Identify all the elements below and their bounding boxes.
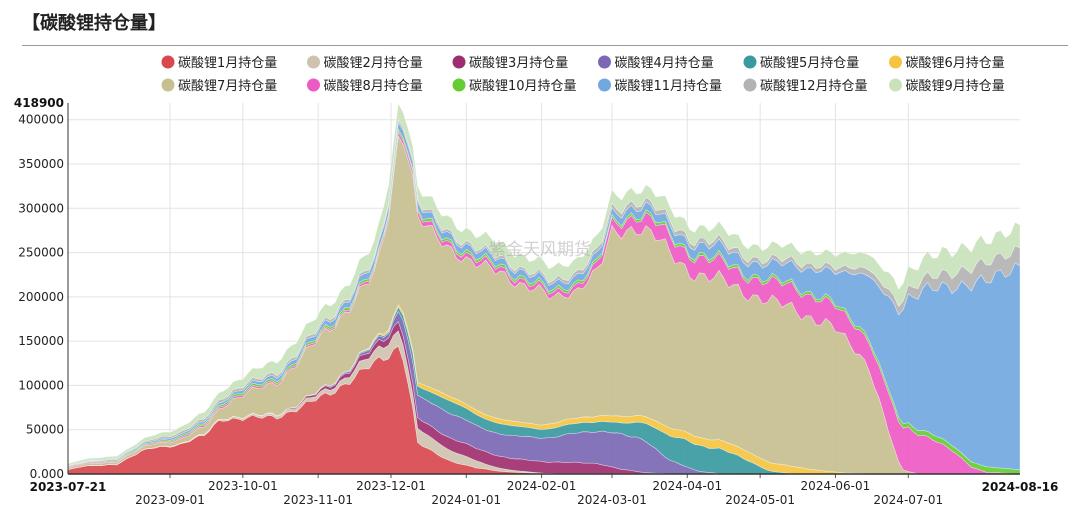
legend-label: 碳酸锂1月持仓量	[178, 56, 277, 71]
legend-item-m1[interactable]: 碳酸锂1月持仓量	[161, 55, 278, 72]
legend-item-m11[interactable]: 碳酸锂11月持仓量	[598, 78, 723, 95]
legend-label: 碳酸锂12月持仓量	[760, 79, 868, 94]
legend-item-m5[interactable]: 碳酸锂5月持仓量	[743, 55, 860, 72]
legend-item-m9[interactable]: 碳酸锂9月持仓量	[889, 78, 1005, 95]
legend-swatch	[598, 78, 611, 92]
legend-swatch	[161, 78, 175, 92]
y-tick-label: 150000	[18, 334, 64, 348]
legend-item-m6[interactable]: 碳酸锂6月持仓量	[889, 55, 1005, 72]
legend-label: 碳酸锂8月持仓量	[324, 79, 423, 94]
legend-label: 碳酸锂11月持仓量	[615, 79, 723, 94]
x-tick-label: 2024-02-01	[507, 479, 577, 493]
x-tick-label: 2024-05-01	[725, 493, 795, 507]
legend-swatch	[307, 78, 320, 92]
legend-swatch	[743, 78, 757, 92]
x-tick-label: 2023-10-01	[208, 479, 278, 493]
legend-label: 碳酸锂3月持仓量	[469, 56, 568, 71]
x-end-label: 2024-08-16	[982, 480, 1059, 494]
legend-swatch	[161, 55, 175, 69]
legend-item-m12[interactable]: 碳酸锂12月持仓量	[743, 78, 868, 95]
legend-label: 碳酸锂7月持仓量	[178, 79, 277, 94]
y-tick-label: 350000	[18, 157, 64, 171]
page-title: 【碳酸锂持仓量】	[22, 13, 166, 34]
x-tick-label: 2024-06-01	[801, 479, 871, 493]
legend-swatch	[889, 78, 902, 92]
legend-swatch	[598, 55, 611, 69]
legend-item-m10[interactable]: 碳酸锂10月持仓量	[452, 78, 577, 95]
y-tick-label: 200000	[18, 290, 64, 304]
legend-swatch	[452, 78, 466, 92]
series-areas	[67, 102, 1021, 475]
legend-item-m7[interactable]: 碳酸锂7月持仓量	[161, 78, 278, 95]
legend-label: 碳酸锂4月持仓量	[615, 56, 714, 71]
legend-swatch	[743, 55, 757, 69]
legend-swatch	[889, 55, 902, 69]
y-tick-label: 250000	[18, 246, 64, 260]
x-tick-label: 2024-01-01	[431, 493, 501, 507]
y-tick-label: 100000	[18, 378, 64, 392]
legend-label: 碳酸锂10月持仓量	[469, 79, 577, 94]
legend-label: 碳酸锂5月持仓量	[760, 56, 859, 71]
legend-item-m2[interactable]: 碳酸锂2月持仓量	[307, 55, 423, 72]
x-tick-label: 2024-07-01	[873, 493, 943, 507]
x-tick-label: 2023-11-01	[283, 493, 353, 507]
title-divider	[22, 45, 1068, 46]
x-start-label: 2023-07-21	[30, 480, 107, 494]
legend-swatch	[307, 55, 320, 69]
axes: 0.000 50000 100000 150000 200000 250000 300000…	[14, 96, 1058, 507]
x-tick-label: 2024-03-01	[577, 493, 647, 507]
legend: 碳酸锂1月持仓量 碳酸锂2月持仓量 碳酸锂3月持仓量 碳酸锂4月持仓量 碳酸锂5月持仓量…	[161, 55, 1005, 95]
y-tick-label: 50000	[26, 423, 64, 437]
y-tick-label: 400000	[18, 113, 64, 127]
area-m9	[67, 102, 1021, 467]
y-tick-label: 300000	[18, 201, 64, 215]
x-tick-label: 2023-09-01	[135, 493, 205, 507]
legend-item-m8[interactable]: 碳酸锂8月持仓量	[307, 78, 423, 95]
legend-label: 碳酸锂6月持仓量	[906, 56, 1005, 71]
x-tick-label: 2024-04-01	[652, 479, 722, 493]
watermark: 紫金天风期货	[489, 240, 591, 260]
legend-item-m3[interactable]: 碳酸锂3月持仓量	[452, 55, 569, 72]
y-max-label: 418900	[14, 96, 64, 110]
legend-label: 碳酸锂9月持仓量	[906, 79, 1005, 94]
legend-label: 碳酸锂2月持仓量	[324, 56, 423, 71]
x-tick-label: 2023-12-01	[356, 479, 426, 493]
y-tick-label: 0.000	[30, 467, 64, 481]
legend-item-m4[interactable]: 碳酸锂4月持仓量	[598, 55, 714, 72]
legend-swatch	[452, 55, 466, 69]
